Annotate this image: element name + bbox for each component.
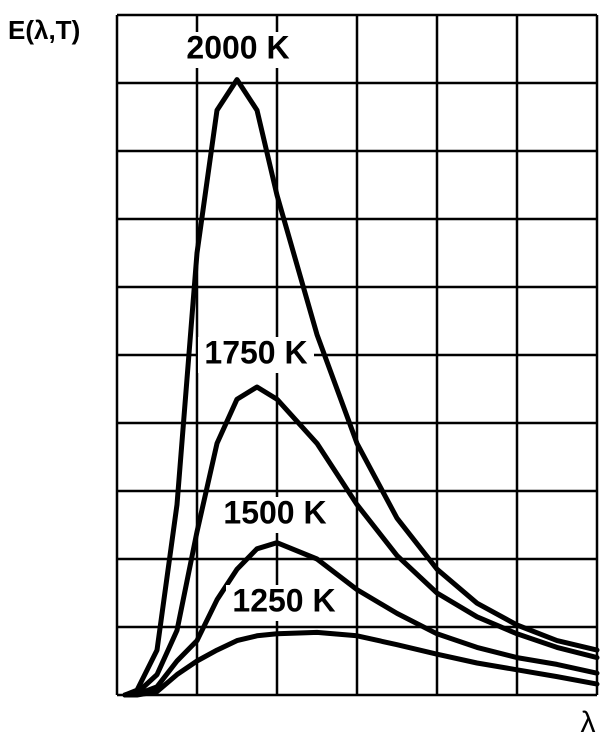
curve-label-bg — [226, 585, 342, 621]
curve — [122, 629, 600, 698]
y-axis-label: E(λ,T) — [8, 15, 80, 45]
curve-label: 2000 K — [186, 29, 289, 65]
curve-label: 1250 K — [232, 582, 335, 618]
curve — [122, 77, 600, 698]
curve-label-bg — [198, 337, 314, 373]
curve-label: 1500 K — [223, 494, 326, 530]
curve-label: 1750 K — [204, 334, 307, 370]
curve-label-bg — [217, 497, 333, 533]
curve-label-bg — [180, 32, 296, 68]
x-axis-label: λ — [581, 706, 596, 739]
curve — [122, 384, 600, 698]
curve — [122, 540, 600, 698]
